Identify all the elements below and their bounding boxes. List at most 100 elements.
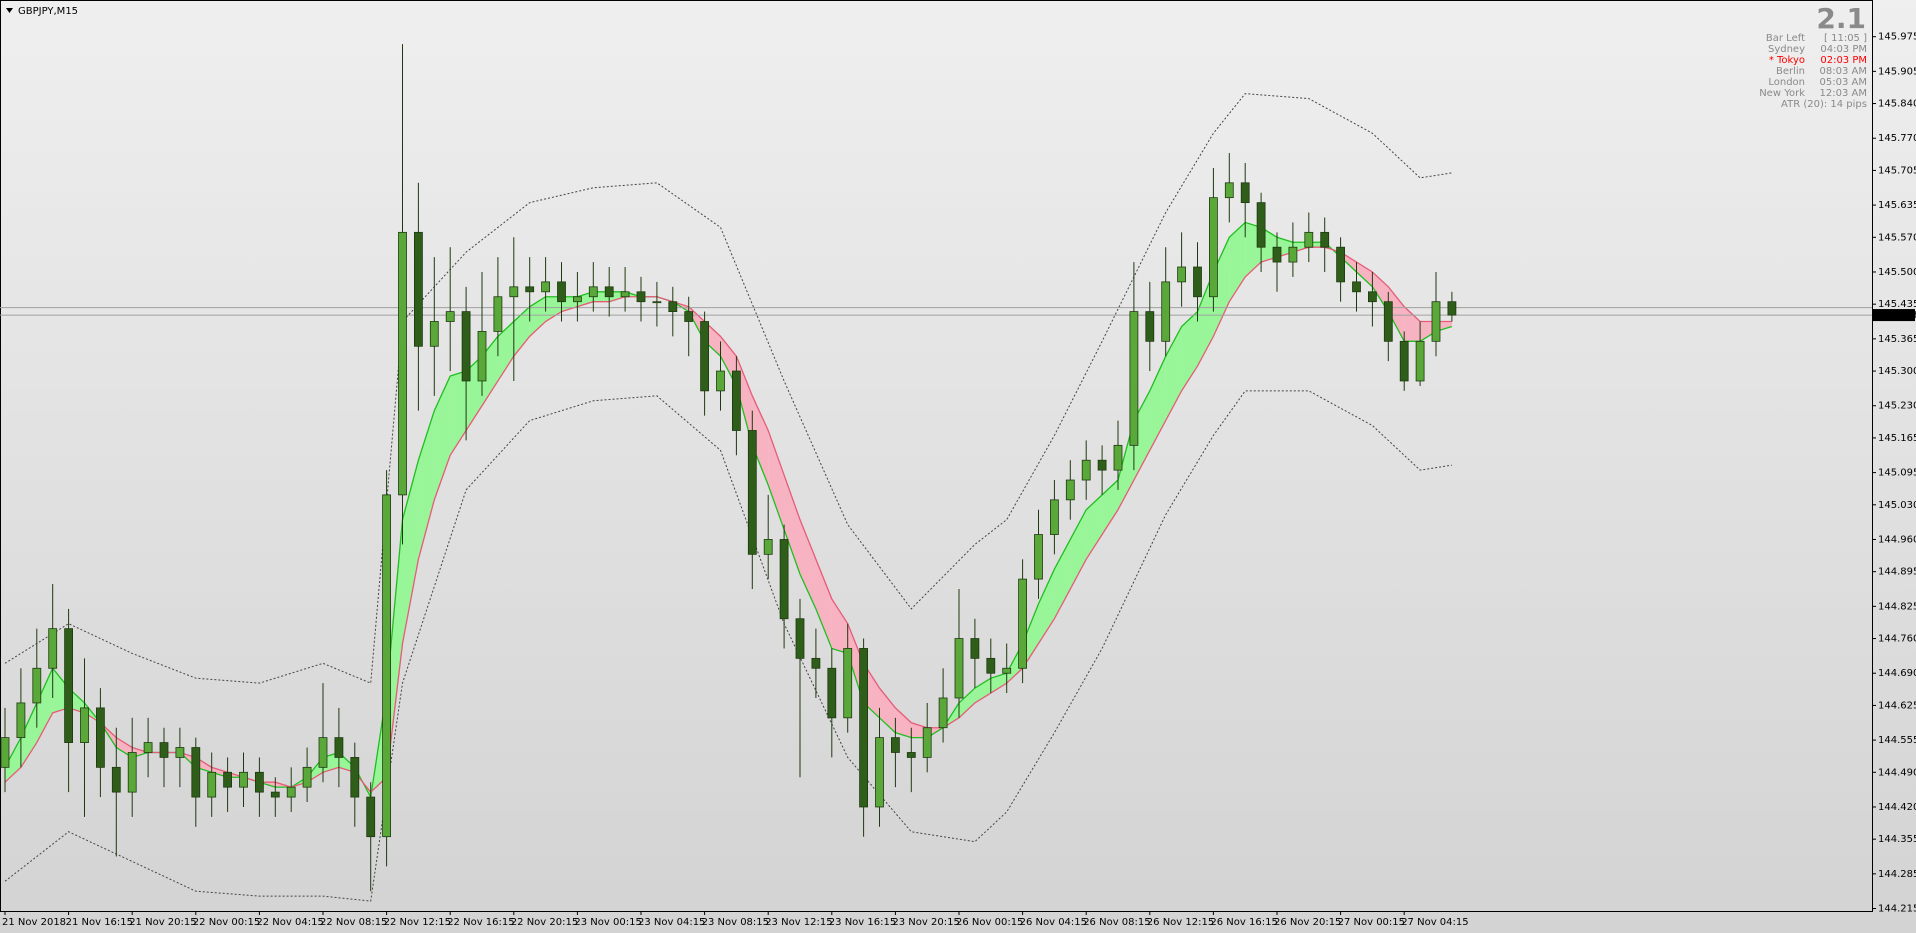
ma-fill <box>513 306 530 357</box>
candle-body <box>334 737 344 758</box>
ma-fill <box>1229 222 1246 302</box>
y-tick-label: 145.165 <box>1878 433 1916 444</box>
y-tick-label: 144.490 <box>1878 767 1916 778</box>
candle-body <box>716 370 725 392</box>
ma-fill <box>1388 286 1405 342</box>
candle-body <box>843 648 853 719</box>
candle-body <box>1161 281 1171 342</box>
ma-fill <box>895 707 912 738</box>
x-tick-label: 23 Nov 16:15 <box>829 917 896 928</box>
candle-body <box>1320 231 1330 248</box>
candle-body <box>954 638 964 699</box>
ma-fill <box>434 376 451 500</box>
x-tick-label: 21 Nov 20:15 <box>129 917 196 928</box>
candle-body <box>1177 266 1186 283</box>
candle-body <box>859 648 868 808</box>
candle-body <box>1129 311 1139 446</box>
x-tick-label: 26 Nov 20:15 <box>1274 917 1341 928</box>
info-label: * Tokyo <box>1769 55 1805 66</box>
candle-body <box>779 539 789 620</box>
candle-body <box>763 539 773 555</box>
ma-fill <box>1086 494 1103 560</box>
candle-body <box>1050 499 1059 535</box>
x-tick-label: 23 Nov 00:15 <box>574 917 641 928</box>
candle-body <box>64 628 73 743</box>
candle-body <box>16 702 26 739</box>
candle-body <box>350 757 360 798</box>
candle-body <box>541 281 550 293</box>
candle-body <box>1256 202 1266 248</box>
candle-body <box>48 628 58 669</box>
candle-body <box>1415 340 1425 382</box>
candle-body <box>191 747 201 798</box>
y-tick-label: 144.960 <box>1878 534 1916 545</box>
ma-fill <box>1070 509 1087 590</box>
x-tick-label: 26 Nov 00:15 <box>956 917 1023 928</box>
current-price-label: 145.413 <box>1876 310 1916 321</box>
x-tick-label: 27 Nov 04:15 <box>1401 917 1468 928</box>
symbol-menu-arrow[interactable] <box>6 8 13 13</box>
candle-body <box>827 667 837 719</box>
candle-body <box>32 667 42 704</box>
x-tick-label: 22 Nov 12:15 <box>384 917 451 928</box>
y-tick-label: 145.095 <box>1878 468 1916 479</box>
candle-body <box>445 311 455 322</box>
candle-body <box>366 796 376 838</box>
x-tick-label: 26 Nov 08:15 <box>1083 917 1150 928</box>
candle-body <box>700 321 709 392</box>
x-tick-label: 21 Nov 2018 <box>2 917 66 928</box>
y-tick-label: 144.215 <box>1878 904 1916 915</box>
y-tick-label: 144.420 <box>1878 802 1916 813</box>
candle-body <box>1447 301 1457 316</box>
info-value: [ 11:05 ] <box>1824 33 1867 44</box>
candle-body <box>1431 301 1441 342</box>
candle-body <box>668 301 678 313</box>
ma-fill <box>450 371 467 456</box>
info-value: 04:03 PM <box>1820 44 1867 55</box>
candle-body <box>461 311 471 382</box>
candle-body <box>286 786 296 798</box>
info-label: Sydney <box>1768 44 1805 55</box>
ma-fill <box>20 702 37 768</box>
y-tick-label: 145.365 <box>1878 334 1916 345</box>
ma-fill <box>497 321 514 381</box>
candle-body <box>96 707 105 768</box>
candle-body <box>509 286 519 298</box>
candle-body <box>875 737 884 808</box>
candle-body <box>143 742 153 753</box>
candle-body <box>795 618 805 659</box>
y-tick-label: 144.285 <box>1878 869 1916 880</box>
y-tick-label: 145.570 <box>1878 232 1916 243</box>
candle-body <box>1288 246 1298 263</box>
candle-body <box>302 766 312 788</box>
candle-body <box>573 296 582 303</box>
ma-fill <box>784 475 800 575</box>
candle-body <box>1065 479 1075 501</box>
y-tick-label: 145.230 <box>1878 401 1916 412</box>
price-line-layer <box>0 307 1872 316</box>
candle-body <box>986 657 996 674</box>
y-tick-label: 145.770 <box>1878 133 1916 144</box>
info-label: Berlin <box>1776 66 1805 77</box>
candle-body <box>159 742 169 758</box>
x-tick-label: 22 Nov 20:15 <box>511 917 578 928</box>
candle-body <box>1272 246 1282 263</box>
info-label: London <box>1768 77 1805 88</box>
candle-body <box>938 697 948 729</box>
candle-body <box>1097 459 1107 471</box>
ma-fill <box>831 598 848 654</box>
candle-body <box>525 286 535 293</box>
ma-fill <box>1102 480 1118 535</box>
candle-body <box>127 752 137 793</box>
info-panel: 2.1 Bar Left [ 11:05 ] Sydney 04:03 PM * Toky… <box>1759 2 1867 110</box>
candle-body <box>557 281 566 303</box>
ma-fill <box>752 395 769 485</box>
x-tick-label: 26 Nov 16:15 <box>1210 917 1277 928</box>
y-tick-label: 145.435 <box>1878 299 1916 310</box>
candle-body <box>207 771 217 798</box>
candle-body <box>1240 182 1250 204</box>
ma-fill <box>1181 311 1198 391</box>
current-price-tag <box>1873 309 1915 322</box>
x-tick-label: 27 Nov 00:15 <box>1338 917 1405 928</box>
